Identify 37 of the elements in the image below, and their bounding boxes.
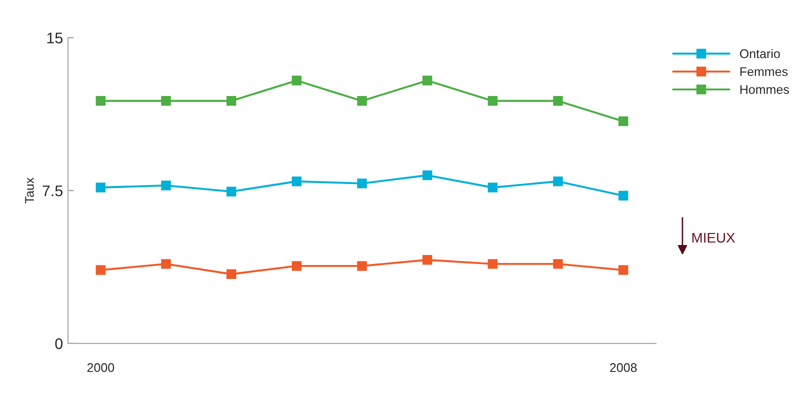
point (357, 261, 367, 271)
x-tick-label: 2000 (87, 363, 114, 372)
point (292, 176, 302, 186)
point (161, 259, 171, 269)
point (422, 254, 432, 265)
y-tick-label: 7.5 (42, 186, 62, 196)
point (553, 259, 563, 269)
point (618, 116, 628, 126)
x-tick-label: 2008 (610, 363, 637, 372)
point (357, 96, 367, 106)
point (618, 265, 628, 275)
y-axis-title: Taux (25, 177, 34, 204)
point (226, 269, 236, 279)
point (488, 259, 498, 269)
point (161, 96, 171, 106)
point (422, 76, 432, 86)
point (488, 182, 498, 192)
text: MIEUX (692, 232, 735, 243)
point (96, 265, 106, 275)
point (292, 261, 302, 271)
point (226, 96, 236, 106)
y-tick-label: 15 (47, 32, 62, 44)
point (553, 176, 563, 186)
point (96, 96, 106, 106)
y-tick-label: 0 (55, 338, 63, 350)
point (357, 178, 367, 188)
legend-label: Ontario (740, 48, 780, 58)
point (96, 182, 106, 192)
point (488, 96, 498, 106)
point (226, 186, 236, 196)
point (422, 170, 432, 180)
point (292, 76, 302, 86)
legend-label: Hommes (740, 85, 789, 94)
point (618, 190, 628, 201)
legend-label: Femmes (740, 67, 788, 76)
point (161, 180, 171, 190)
point (553, 96, 563, 106)
